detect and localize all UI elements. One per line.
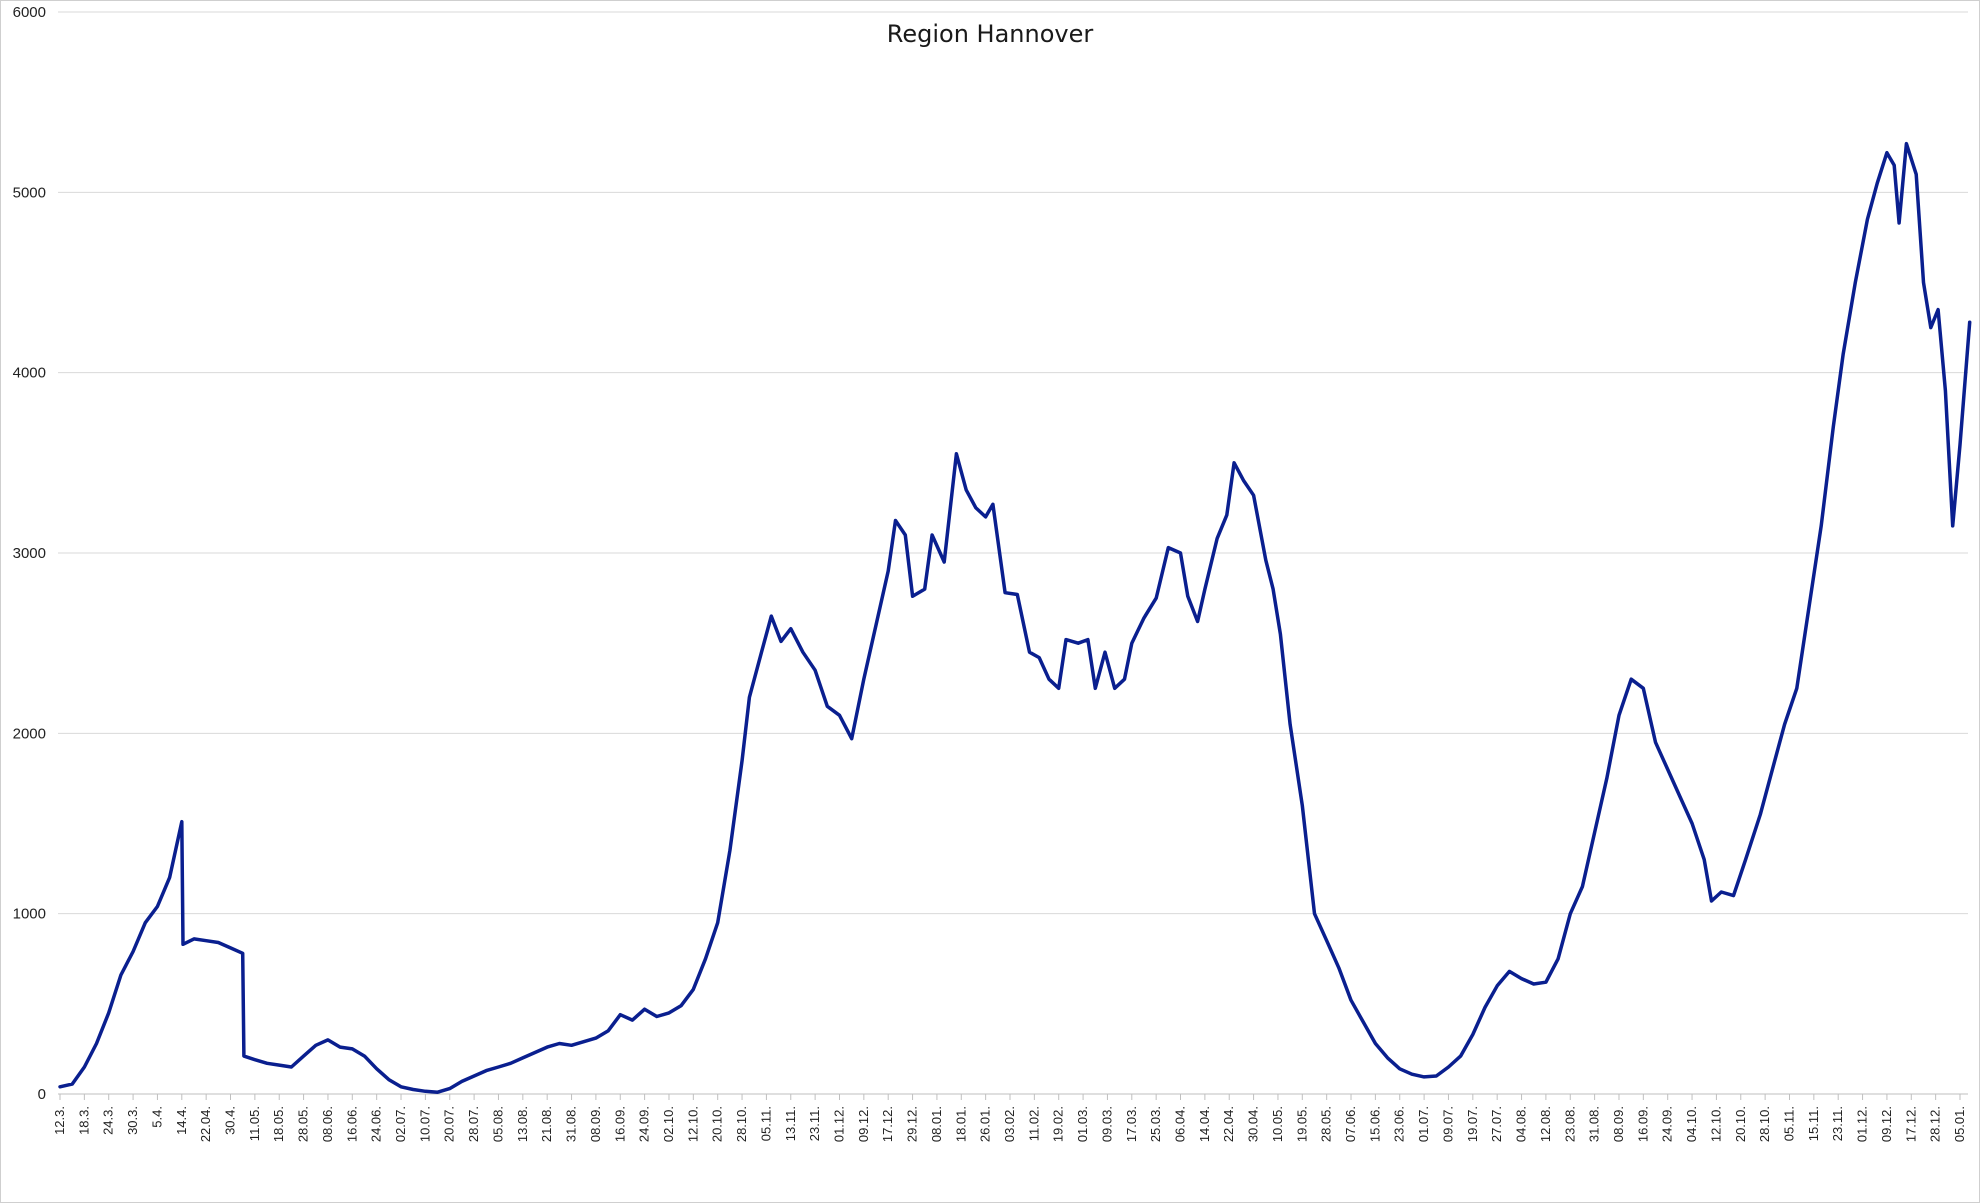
- x-tick-label: 01.07.: [1416, 1106, 1431, 1142]
- x-tick-label: 19.02.: [1051, 1106, 1066, 1142]
- x-tick-label: 17.03.: [1124, 1106, 1139, 1142]
- x-tick-label: 23.08.: [1562, 1106, 1577, 1142]
- x-tick-label: 11.05.: [247, 1106, 262, 1141]
- x-tick-label: 08.09.: [1611, 1106, 1626, 1142]
- x-tick-label: 20.07.: [442, 1106, 457, 1142]
- x-tick-label: 20.10.: [1733, 1106, 1748, 1142]
- x-tick-label: 02.10.: [661, 1106, 676, 1142]
- x-tick-label: 19.07.: [1465, 1106, 1480, 1142]
- x-tick-label: 28.05.: [296, 1106, 311, 1142]
- y-tick-label: 4000: [13, 365, 46, 382]
- x-tick-label: 28.12.: [1928, 1106, 1943, 1142]
- y-tick-label: 6000: [13, 4, 46, 21]
- x-tick-label: 23.11.: [1830, 1106, 1845, 1141]
- x-tick-label: 18.3.: [76, 1106, 91, 1135]
- x-tick-label: 27.07.: [1489, 1106, 1504, 1142]
- x-tick-label: 23.06.: [1392, 1106, 1407, 1142]
- x-tick-label: 20.10.: [710, 1106, 725, 1142]
- x-tick-label: 5.4.: [149, 1106, 164, 1128]
- x-tick-label: 12.3.: [52, 1106, 67, 1135]
- x-tick-label: 23.11.: [807, 1106, 822, 1141]
- x-tick-label: 19.05.: [1294, 1106, 1309, 1142]
- x-tick-label: 18.01.: [953, 1106, 968, 1142]
- x-tick-label: 16.09.: [612, 1106, 627, 1142]
- x-tick-label: 12.10.: [1708, 1106, 1723, 1142]
- x-tick-label: 14.4.: [174, 1106, 189, 1135]
- x-tick-label: 14.04.: [1197, 1106, 1212, 1142]
- x-tick-label: 01.03.: [1075, 1106, 1090, 1142]
- series-group: [58, 141, 1972, 1094]
- x-tick-label: 15.11.: [1806, 1106, 1821, 1141]
- x-tick-label: 28.07.: [466, 1106, 481, 1142]
- x-tick-label: 21.08.: [539, 1106, 554, 1142]
- y-tick-label: 5000: [13, 184, 46, 201]
- x-tick-label: 12.10.: [685, 1106, 700, 1142]
- y-axis: 0 1000 2000 3000 4000 5000 6000: [13, 4, 46, 1103]
- x-tick-label: 09.12.: [1879, 1106, 1894, 1142]
- x-tick-label: 01.12.: [831, 1106, 846, 1142]
- x-tick-label: 24.09.: [637, 1106, 652, 1142]
- x-tick-label: 01.12.: [1855, 1106, 1870, 1142]
- x-tick-label: 08.06.: [320, 1106, 335, 1142]
- x-tick-label: 31.08.: [1587, 1106, 1602, 1142]
- x-tick-label: 29.12.: [905, 1106, 920, 1142]
- y-tick-label: 3000: [13, 545, 46, 562]
- x-tick-label: 09.12.: [856, 1106, 871, 1142]
- x-tick-label: 28.05.: [1319, 1106, 1334, 1142]
- x-tick-label: 04.10.: [1684, 1106, 1699, 1142]
- x-tick-label: 18.05.: [271, 1106, 286, 1142]
- x-tick-label: 30.3.: [125, 1106, 140, 1135]
- series-line: [58, 141, 1972, 1094]
- y-tick-label: 2000: [13, 725, 46, 742]
- x-tick-label: 16.06.: [344, 1106, 359, 1142]
- x-tick-label: 10.07.: [417, 1106, 432, 1142]
- x-tick-label: 10.05.: [1270, 1106, 1285, 1142]
- x-tick-label: 30.04.: [1246, 1106, 1261, 1142]
- x-tick-label: 28.10.: [734, 1106, 749, 1142]
- x-tick-label: 24.3.: [101, 1106, 116, 1135]
- x-tick-label: 13.11.: [783, 1106, 798, 1141]
- x-tick-label: 26.01.: [978, 1106, 993, 1142]
- x-tick-label: 12.08.: [1538, 1106, 1553, 1142]
- x-tick-label: 09.03.: [1099, 1106, 1114, 1142]
- x-tick-label: 04.08.: [1514, 1106, 1529, 1142]
- x-tick-label: 13.08.: [515, 1106, 530, 1142]
- x-tick-label: 07.06.: [1343, 1106, 1358, 1142]
- x-tick-label: 24.09.: [1660, 1106, 1675, 1142]
- x-tick-label: 22.04.: [198, 1106, 213, 1142]
- x-tick-label: 05.01.: [1952, 1106, 1967, 1142]
- x-tick-label: 28.10.: [1757, 1106, 1772, 1142]
- gridlines: [58, 11, 1968, 915]
- x-tick-label: 11.02.: [1026, 1106, 1041, 1141]
- x-tick-label: 08.09.: [588, 1106, 603, 1142]
- x-tick-label: 15.06.: [1367, 1106, 1382, 1142]
- x-tick-label: 02.07.: [393, 1106, 408, 1142]
- y-tick-label: 1000: [13, 906, 46, 923]
- x-tick-label: 05.11.: [1781, 1106, 1796, 1141]
- x-tick-label: 17.12.: [880, 1106, 895, 1142]
- x-tick-label: 17.12.: [1903, 1106, 1918, 1142]
- x-tick-label: 08.01.: [929, 1106, 944, 1142]
- y-tick-label: 0: [38, 1086, 46, 1103]
- x-tick-label: 22.04.: [1221, 1106, 1236, 1142]
- x-tick-label: 31.08.: [564, 1106, 579, 1142]
- chart-title: Region Hannover: [887, 20, 1094, 48]
- x-tick-label: 16.09.: [1635, 1106, 1650, 1142]
- x-tick-label: 03.02.: [1002, 1106, 1017, 1142]
- x-tick-label: 24.06.: [369, 1106, 384, 1142]
- x-tick-label: 05.08.: [490, 1106, 505, 1142]
- x-tick-label: 09.07.: [1440, 1106, 1455, 1142]
- x-tick-label: 06.04.: [1173, 1106, 1188, 1142]
- x-axis: 12.3. 18.3. 24.3. 30.3. 5.4. 14.4. 22.04. 30.4.…: [52, 1094, 1967, 1142]
- x-tick-label: 05.11.: [758, 1106, 773, 1141]
- x-tick-label: 25.03.: [1148, 1106, 1163, 1142]
- x-tick-label: 30.4.: [223, 1106, 238, 1135]
